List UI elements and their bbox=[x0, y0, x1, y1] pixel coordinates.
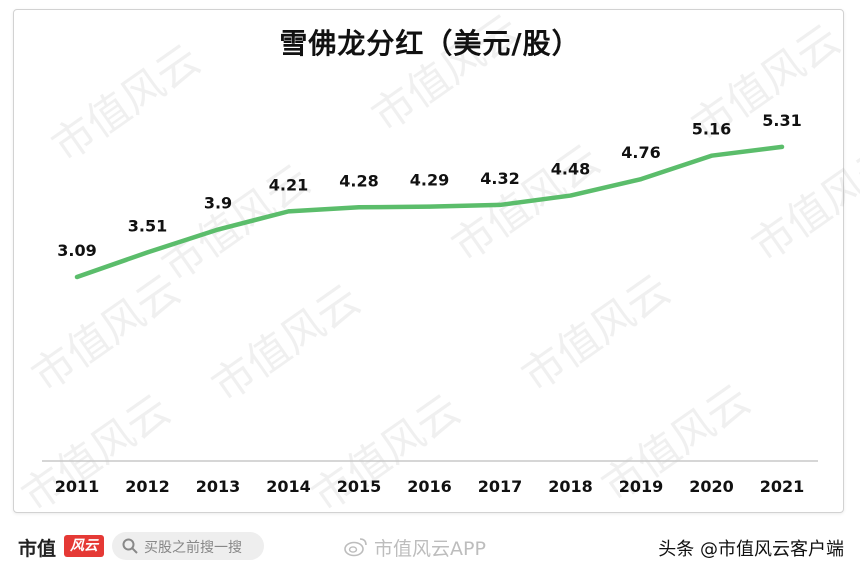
x-tick-label: 2015 bbox=[337, 477, 382, 496]
x-tick-label: 2021 bbox=[760, 477, 805, 496]
source-credit: 头条 @市值风云客户端 bbox=[658, 539, 844, 560]
data-point bbox=[357, 205, 361, 210]
data-point bbox=[216, 227, 220, 232]
x-tick-label: 2013 bbox=[196, 477, 241, 496]
app-brand: 市值风云APP bbox=[374, 538, 486, 560]
data-label: 5.31 bbox=[762, 111, 801, 130]
data-point bbox=[568, 193, 573, 198]
x-tick-label: 2020 bbox=[689, 477, 734, 496]
x-tick-label: 2011 bbox=[55, 477, 100, 496]
footer-bar: 市值 风云 买股之前搜一搜 市值风云APP 头条 @市值风云客户端 bbox=[0, 522, 860, 573]
data-label: 5.16 bbox=[692, 120, 731, 139]
data-label: 4.21 bbox=[269, 175, 308, 194]
search-hint: 买股之前搜一搜 bbox=[144, 540, 242, 556]
data-label: 3.09 bbox=[57, 241, 96, 260]
weibo-icon bbox=[344, 538, 367, 557]
data-label: 4.29 bbox=[410, 171, 449, 190]
data-label: 4.76 bbox=[621, 143, 660, 162]
brand-logo-text: 市值 bbox=[18, 538, 57, 560]
x-tick-label: 2019 bbox=[619, 477, 664, 496]
data-label: 3.51 bbox=[128, 216, 167, 235]
x-tick-label: 2017 bbox=[478, 477, 523, 496]
data-label: 3.9 bbox=[204, 194, 232, 213]
x-tick-label: 2018 bbox=[548, 477, 593, 496]
search-pill[interactable]: 买股之前搜一搜 bbox=[112, 532, 264, 560]
search-icon bbox=[122, 538, 138, 554]
brand-logo-badge: 风云 bbox=[64, 535, 104, 557]
data-point bbox=[498, 202, 502, 207]
series-line bbox=[74, 144, 785, 280]
x-tick-label: 2014 bbox=[266, 477, 311, 496]
data-label: 4.48 bbox=[551, 160, 590, 179]
data-point bbox=[75, 275, 79, 279]
data-point bbox=[709, 153, 714, 158]
data-point bbox=[780, 144, 784, 149]
data-point bbox=[427, 204, 432, 209]
x-tick-label: 2016 bbox=[407, 477, 452, 496]
data-point bbox=[639, 177, 643, 182]
data-point bbox=[286, 209, 291, 214]
data-label: 4.32 bbox=[480, 169, 519, 188]
x-tick-label: 2012 bbox=[125, 477, 170, 496]
chart-card bbox=[13, 9, 844, 513]
chart-title: 雪佛龙分红（美元/股） bbox=[279, 27, 581, 60]
data-point bbox=[145, 250, 150, 255]
data-label: 4.28 bbox=[339, 171, 378, 190]
